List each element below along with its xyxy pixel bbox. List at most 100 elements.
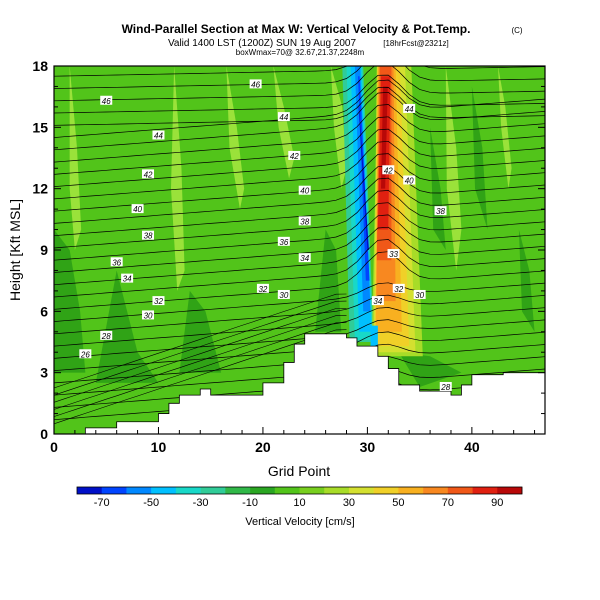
- isentrope: [54, 300, 347, 396]
- isentrope: [54, 294, 545, 335]
- contour-label-bg: [382, 165, 395, 175]
- contour-label: 38: [142, 230, 155, 241]
- contour-label-bg: [249, 79, 262, 89]
- contour-label-text: 26: [80, 350, 90, 359]
- y-tick-label: 3: [40, 365, 48, 381]
- contour-label-text: 40: [133, 205, 142, 214]
- contour-label: 44: [403, 103, 416, 114]
- contour-label: 34: [371, 296, 384, 306]
- valid-time-line: Valid 1400 LST (1200Z) SUN 19 Aug 2007: [168, 38, 357, 49]
- contour-label-bg: [403, 175, 416, 185]
- colorbar-tick-label: -30: [193, 497, 209, 509]
- forecast-tag: [18hrFcst@2321z]: [383, 39, 448, 48]
- contour-label-text: 28: [101, 332, 111, 341]
- contour-label: 46: [249, 79, 262, 89]
- weak-updraft-region: [330, 66, 347, 189]
- contour-label: 32: [256, 283, 269, 294]
- colorbar-swatch: [423, 487, 449, 494]
- isentrope: [54, 190, 545, 249]
- contour-label-text: 34: [123, 275, 132, 284]
- contour-label-bg: [387, 249, 400, 259]
- terrain: [54, 333, 545, 434]
- isentrope: [54, 251, 545, 310]
- colorbar-swatch: [126, 487, 152, 494]
- contour-label-text: 36: [279, 238, 288, 247]
- colorbar-swatch: [472, 487, 498, 494]
- contour-label: 40: [298, 185, 311, 196]
- contour-label-bg: [403, 103, 416, 113]
- contour-label-text: 28: [440, 383, 450, 392]
- x-tick-label: 40: [464, 439, 480, 455]
- contour-label-bg: [131, 204, 144, 214]
- contour-label-bg: [79, 349, 92, 359]
- contour-label: 34: [121, 273, 134, 284]
- weak-downdraft-region: [518, 229, 535, 332]
- contour-label-text: 44: [405, 105, 414, 114]
- contour-label: 28: [100, 330, 113, 341]
- contour-labels: 4646444444424242404040383838363634343433…: [79, 79, 452, 392]
- y-axis-label: Height [Kft MSL]: [7, 199, 23, 301]
- contour-label: 36: [277, 236, 290, 247]
- isentrope: [54, 329, 347, 425]
- isentrope: [54, 202, 545, 261]
- contour-label: 30: [277, 289, 290, 300]
- contour-label-bg: [288, 150, 301, 160]
- colorbar-swatch: [250, 487, 276, 494]
- contour-label-text: 30: [144, 311, 153, 320]
- colorbar-swatch: [151, 487, 177, 494]
- isentrope: [54, 91, 545, 151]
- weak-downdraft-region: [471, 86, 488, 230]
- colorbar-tick-label: -10: [242, 497, 258, 509]
- colorbar-frame: [76, 486, 523, 495]
- contour-label: 42: [382, 165, 395, 175]
- colorbar-swatch: [299, 487, 325, 494]
- isentrope: [54, 79, 545, 138]
- x-tick-label: 0: [50, 439, 58, 455]
- y-tick-label: 0: [40, 426, 48, 442]
- contour-label: 38: [298, 216, 311, 226]
- isentrope: [54, 104, 545, 163]
- contour-label-bg: [256, 283, 269, 293]
- contour-label-text: 38: [144, 232, 153, 241]
- colorbar-swatch: [77, 487, 103, 494]
- x-axis: 0 10 20 30 40: [50, 427, 536, 455]
- contour-label-bg: [439, 381, 452, 391]
- weak-updraft-region: [171, 66, 185, 291]
- isentrope: [54, 226, 545, 286]
- isentrope: [54, 66, 545, 89]
- copyright-mark: (C): [511, 26, 522, 35]
- contour-label: 33: [387, 249, 400, 259]
- isentrope: [54, 66, 545, 77]
- contour-label-bg: [152, 296, 165, 306]
- contour-label: 46: [100, 95, 113, 106]
- colorbar-tick-label: 30: [343, 497, 355, 509]
- terrain-shape: [54, 333, 545, 434]
- colorbar-swatch: [497, 487, 523, 494]
- contour-label: 34: [298, 253, 311, 263]
- colorbar: -70 -50 -30 -10 10 30 50 70 90: [76, 486, 523, 509]
- contour-label-bg: [277, 236, 290, 246]
- isentrope: [54, 293, 347, 389]
- x-tick-label: 10: [151, 439, 167, 455]
- isentrope: [54, 140, 545, 200]
- contour-label-bg: [100, 330, 113, 340]
- contour-label-text: 44: [279, 113, 288, 122]
- colorbar-swatch: [101, 487, 127, 494]
- contour-label-text: 36: [112, 258, 121, 267]
- isentrope: [54, 165, 545, 224]
- contour-label: 44: [152, 130, 165, 141]
- isentrope: [54, 66, 545, 102]
- contour-label-text: 40: [405, 176, 414, 185]
- weak-updraft-region: [445, 66, 462, 271]
- contour-label: 40: [403, 175, 416, 185]
- contour-label-text: 42: [290, 152, 299, 161]
- isentrope: [54, 282, 545, 322]
- y-tick-label: 18: [32, 58, 48, 74]
- contour-label: 42: [142, 169, 155, 179]
- contour-label-text: 33: [389, 250, 398, 259]
- weak-updraft-region: [226, 66, 245, 210]
- colorbar-swatch: [274, 487, 300, 494]
- contour-label: 40: [131, 204, 144, 214]
- colorbar-swatch: [447, 487, 473, 494]
